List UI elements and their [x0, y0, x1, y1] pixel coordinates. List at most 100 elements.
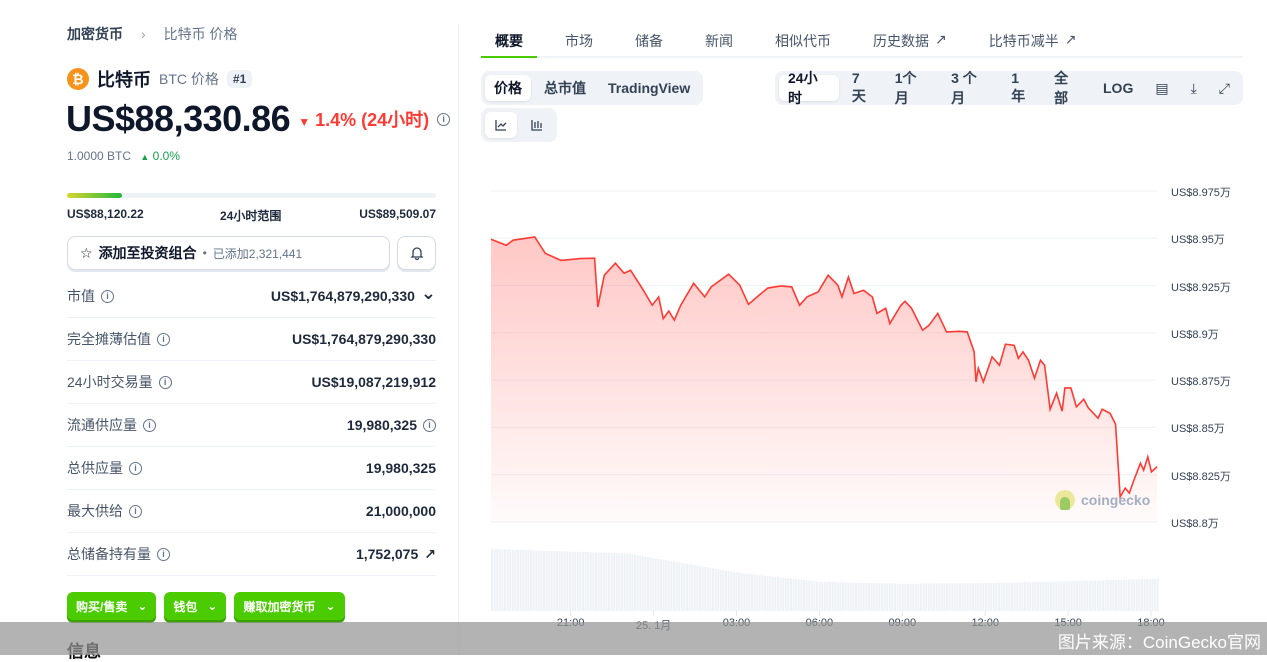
volume-bar — [1060, 581, 1062, 611]
coingecko-logo-icon — [1055, 490, 1075, 510]
volume-bar — [1131, 579, 1133, 611]
volume-bar — [572, 552, 574, 611]
volume-bar — [793, 579, 795, 611]
volume-bar — [494, 549, 496, 611]
volume-bar — [1125, 580, 1127, 611]
volume-bar — [525, 550, 527, 611]
volume-bar — [603, 553, 605, 611]
volume-bar — [899, 584, 901, 611]
volume-bar — [618, 553, 620, 611]
volume-bar — [951, 583, 953, 611]
volume-bar — [712, 568, 714, 611]
volume-bar — [733, 572, 735, 611]
volume-bar — [837, 582, 839, 611]
volume-bar — [676, 562, 678, 611]
volume-bar — [1029, 582, 1031, 611]
volume-bar — [512, 550, 514, 611]
volume-bar — [644, 557, 646, 611]
volume-bar — [751, 574, 753, 611]
volume-bar — [873, 583, 875, 611]
volume-bar — [730, 571, 732, 611]
volume-bar — [917, 584, 919, 611]
volume-bar — [1021, 582, 1023, 611]
volume-bar — [829, 582, 831, 611]
volume-bar — [1120, 580, 1122, 611]
y-tick-label: US$8.9万 — [1171, 326, 1219, 342]
volume-bar — [1092, 581, 1094, 611]
volume-bar — [1003, 583, 1005, 611]
volume-bar — [1032, 582, 1034, 611]
volume-bar — [821, 582, 823, 611]
volume-bar — [535, 550, 537, 611]
volume-bar — [1001, 583, 1003, 611]
volume-bar — [590, 552, 592, 611]
volume-bar — [655, 558, 657, 611]
volume-bar — [652, 558, 654, 611]
volume-bar — [977, 583, 979, 611]
volume-bar — [936, 583, 938, 611]
volume-bar — [785, 578, 787, 611]
volume-bar — [704, 567, 706, 611]
volume-bar — [868, 583, 870, 611]
volume-bar — [925, 584, 927, 611]
volume-bar — [514, 550, 516, 611]
y-tick-label: US$8.85万 — [1171, 420, 1225, 436]
volume-bar — [611, 553, 613, 611]
volume-bar — [1042, 582, 1044, 611]
volume-bar — [1019, 582, 1021, 611]
volume-bar — [1133, 579, 1135, 611]
volume-bar — [725, 571, 727, 611]
volume-bar — [748, 574, 750, 611]
volume-bar — [1040, 582, 1042, 611]
volume-bar — [543, 551, 545, 611]
volume-bar — [1034, 582, 1036, 611]
volume-bar — [787, 578, 789, 611]
volume-bar — [889, 583, 891, 611]
volume-bar — [559, 551, 561, 611]
volume-bar — [1027, 582, 1029, 611]
volume-bar — [605, 553, 607, 611]
volume-bar — [990, 583, 992, 611]
volume-bar — [626, 553, 628, 611]
volume-bar — [608, 553, 610, 611]
volume-bar — [629, 554, 631, 611]
volume-bar — [946, 583, 948, 611]
watermark-text: coingecko — [1081, 492, 1150, 508]
volume-bar — [639, 556, 641, 611]
volume-bar — [808, 581, 810, 611]
volume-bar — [850, 583, 852, 611]
volume-bar — [923, 584, 925, 611]
volume-bar — [520, 550, 522, 611]
volume-bar — [1149, 579, 1151, 611]
volume-bar — [631, 554, 633, 611]
volume-bar — [938, 583, 940, 611]
volume-bar — [933, 583, 935, 611]
volume-bar — [964, 583, 966, 611]
volume-bar — [642, 556, 644, 611]
volume-bar — [574, 552, 576, 611]
volume-bar — [600, 553, 602, 611]
volume-bar — [1079, 581, 1081, 611]
volume-bar — [1066, 581, 1068, 611]
volume-bar — [1037, 582, 1039, 611]
volume-bar — [803, 580, 805, 611]
volume-bar — [660, 559, 662, 611]
volume-bar — [1008, 583, 1010, 611]
volume-bar — [790, 579, 792, 611]
volume-bar — [894, 584, 896, 611]
volume-bar — [988, 583, 990, 611]
volume-bar — [941, 583, 943, 611]
volume-bar — [834, 582, 836, 611]
volume-bar — [902, 584, 904, 611]
volume-bar — [943, 583, 945, 611]
volume-bar — [709, 568, 711, 611]
volume-bar — [663, 560, 665, 611]
volume-bar — [582, 552, 584, 611]
volume-bar — [613, 553, 615, 611]
volume-bar — [585, 552, 587, 611]
volume-bar — [949, 583, 951, 611]
volume-bar — [556, 551, 558, 611]
volume-bar — [548, 551, 550, 611]
volume-bar — [491, 549, 493, 611]
